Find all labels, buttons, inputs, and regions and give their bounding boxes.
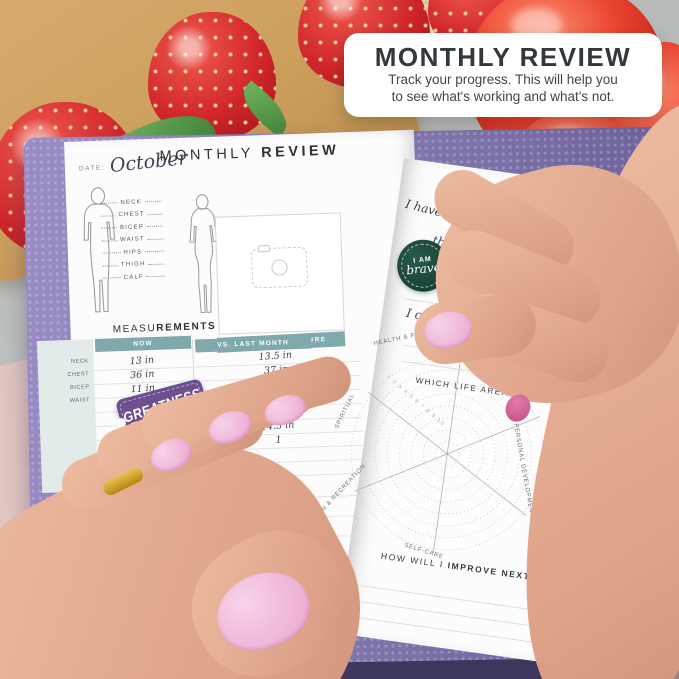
title-word-monthly: MONTHLY [159,145,254,165]
vs-value: 1 [275,434,282,446]
body-label-row: CHEST [100,209,163,220]
body-label-row: WAIST [101,234,164,245]
measurements-title: MEASUREMENTS [94,320,234,336]
body-label: CHEST [118,211,145,219]
camera-icon-lens [271,259,288,276]
body-label: WAIST [119,236,145,244]
body-label: NECK [120,198,142,206]
body-label-row: NECK [100,197,163,208]
promo-callout: MONTHLY REVIEW Track your progress. This… [344,33,662,117]
now-value: 36 in [129,368,155,382]
body-label-row: HIPS [101,247,164,258]
vs-value: 13.5 in [258,349,293,363]
progress-picture-box [214,212,345,335]
body-measure-labels: NECK CHEST BICEP WAIST HIPS THIGH CALF [100,197,165,283]
measurements-title-light: MEASU [112,322,157,336]
callout-subtitle-line2: to see what's working and what's not. [391,88,615,104]
body-label-row: THIGH [102,259,165,270]
measurements-title-bold: REMENTS [156,320,217,334]
body-label-row: BICEP [101,222,164,233]
male-body-outline [83,187,116,313]
body-label: THIGH [120,261,146,269]
row-label: WAIST [69,397,91,404]
camera-icon-tab [257,244,270,253]
callout-title: MONTHLY REVIEW [374,42,632,73]
body-label: CALF [123,273,144,281]
title-word-review: REVIEW [260,142,340,162]
now-value: 13 in [129,354,155,368]
left-page-title: MONTHLY REVIEW [94,140,404,167]
female-body-outline [189,194,218,314]
planner-left-page: DATE: October MONTHLY REVIEW NECK CHEST … [36,129,431,632]
body-label: BICEP [119,223,145,231]
body-label: HIPS [123,248,143,256]
camera-icon [250,244,309,289]
callout-subtitle-line1: Track your progress. This will help you [388,71,618,87]
body-label-row: CALF [102,272,165,283]
